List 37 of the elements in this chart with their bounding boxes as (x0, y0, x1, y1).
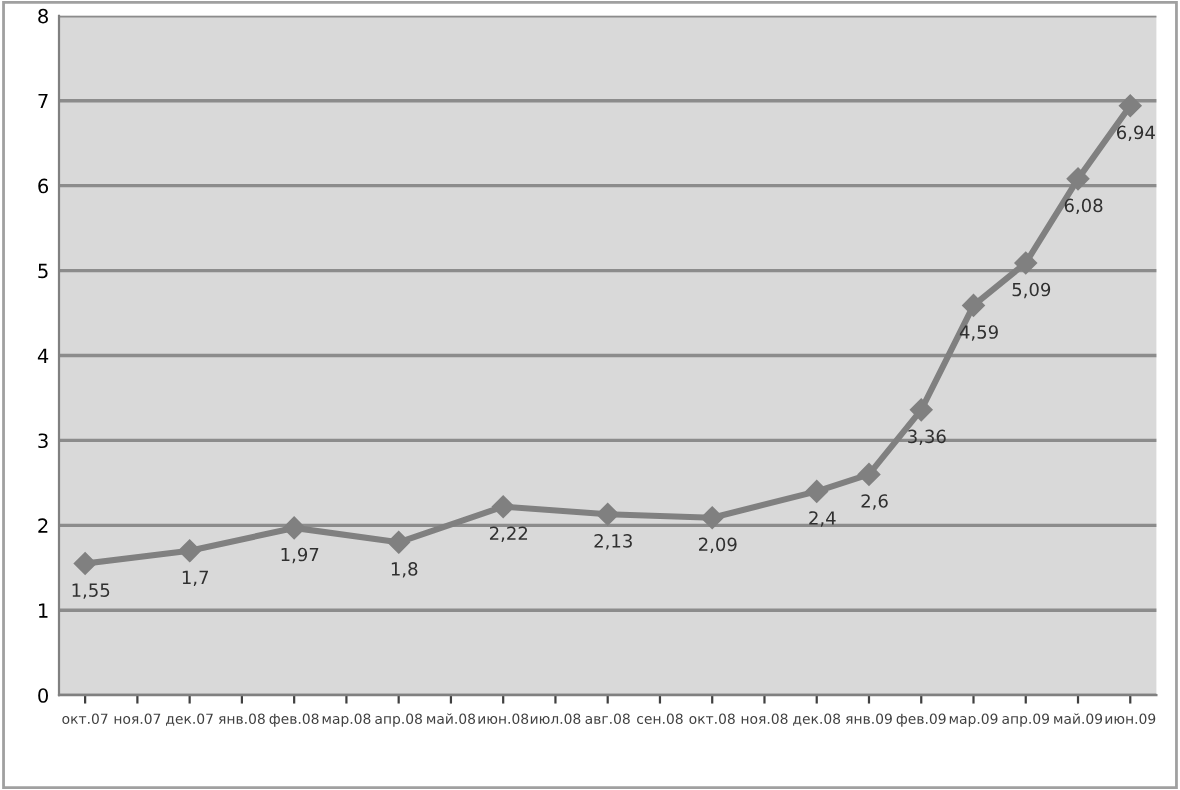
y-tick-label: 7 (38, 93, 48, 109)
point (178, 539, 201, 563)
point (596, 503, 619, 526)
y-tick-label: 3 (38, 433, 48, 449)
data-label: 2,22 (489, 526, 528, 542)
y-tick-label: 4 (37, 348, 49, 363)
y-tick-label: 2 (38, 518, 48, 533)
point (1014, 251, 1037, 275)
y-tick-label: 1 (39, 603, 48, 618)
data-label: 6,94 (1116, 125, 1155, 142)
data-label: 1,97 (281, 547, 319, 564)
point (701, 506, 724, 529)
y-tick-label: 0 (38, 688, 48, 703)
data-label: 2,6 (861, 494, 888, 510)
data-label: 2,09 (698, 537, 737, 553)
y-tick-label: 6 (38, 178, 49, 194)
point (491, 495, 515, 518)
data-label: 2,4 (809, 511, 836, 527)
data-label: 1,7 (182, 570, 209, 587)
point (910, 398, 933, 422)
point (857, 463, 881, 486)
point (73, 552, 97, 575)
data-label: 3,36 (908, 429, 946, 446)
point (1066, 167, 1090, 191)
point (282, 516, 306, 540)
data-label: 4,59 (959, 325, 998, 341)
point (387, 531, 410, 554)
data-label: 6,08 (1064, 198, 1103, 215)
point (1119, 94, 1142, 118)
data-label: 1,8 (391, 562, 418, 578)
y-tick-label: 5 (38, 263, 48, 279)
point (805, 480, 828, 503)
y-tick-label: 8 (38, 8, 48, 24)
data-label: 2,13 (594, 534, 632, 550)
data-label: 5,09 (1012, 282, 1051, 299)
point (962, 294, 985, 317)
data-label: 1,55 (72, 583, 110, 599)
